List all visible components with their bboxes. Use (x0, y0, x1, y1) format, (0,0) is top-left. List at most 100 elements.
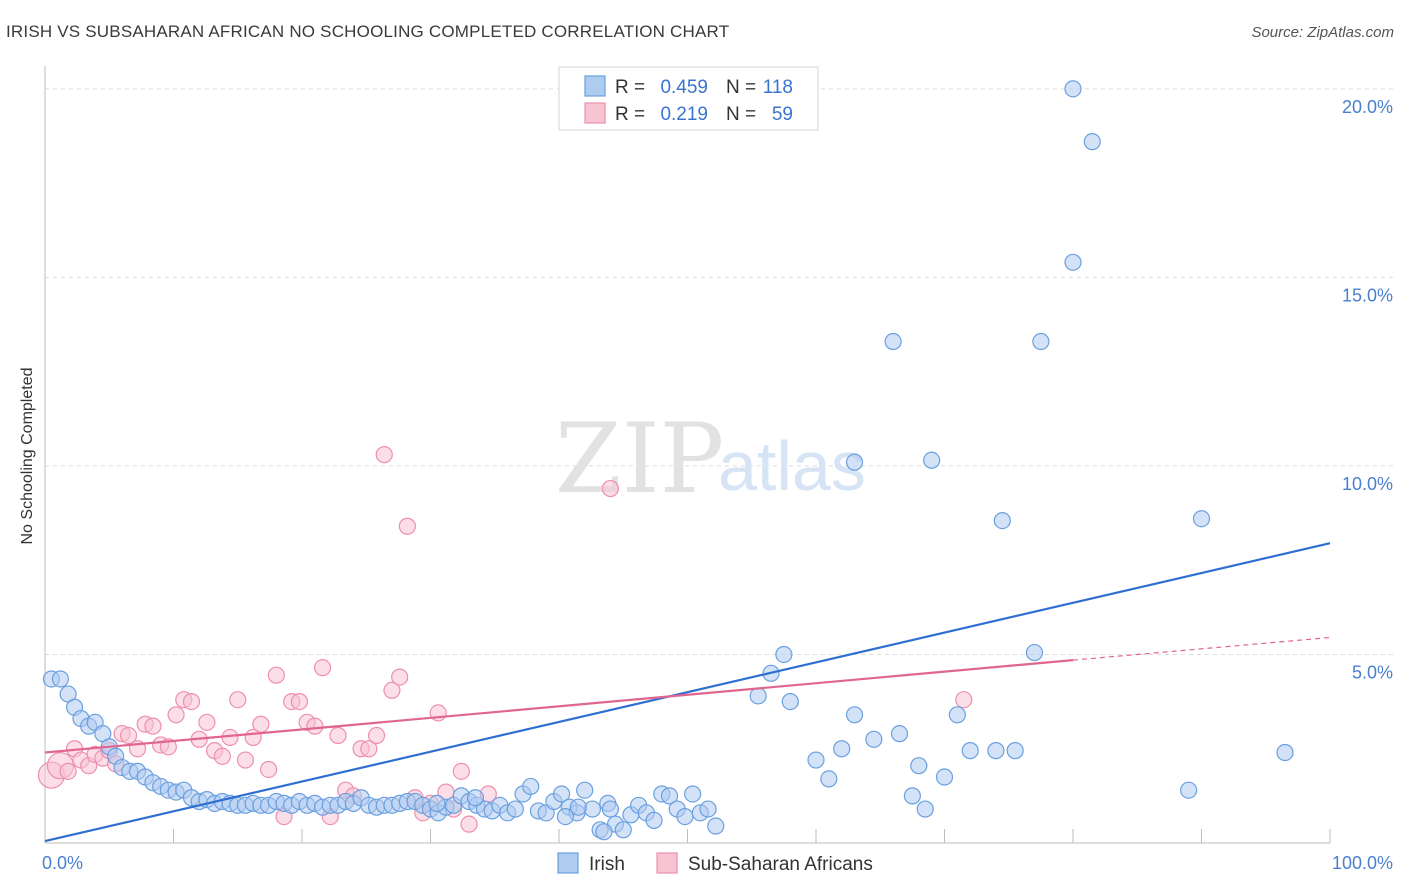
data-point-irish (910, 757, 928, 775)
data-point-irish (845, 706, 864, 724)
legend-n-value: 59 (772, 104, 793, 125)
data-point-irish (890, 725, 909, 743)
data-point-irish (699, 800, 717, 818)
data-point-subsaharan (313, 659, 332, 677)
legend-swatch (584, 102, 606, 124)
data-point-irish (1032, 332, 1050, 351)
data-point-irish (428, 794, 446, 813)
bottom-legend-label: Irish (589, 854, 625, 875)
x-tick-label: 100.0% (1332, 853, 1393, 873)
data-point-irish (466, 789, 485, 807)
data-point-subsaharan (119, 726, 138, 745)
data-point-subsaharan (360, 740, 378, 758)
watermark-atlas: atlas (718, 427, 866, 505)
data-point-irish (935, 768, 954, 786)
data-point-subsaharan (367, 726, 386, 745)
legend-n-label: N = (726, 104, 756, 125)
y-tick-label: 20.0% (1342, 97, 1393, 117)
data-point-subsaharan (198, 713, 216, 731)
y-tick-label: 15.0% (1342, 285, 1393, 305)
legend-r-value: 0.459 (660, 77, 708, 98)
data-point-irish (614, 821, 632, 839)
y-tick-label: 10.0% (1342, 474, 1393, 494)
data-point-irish (684, 785, 702, 803)
data-point-irish (923, 451, 941, 469)
data-point-subsaharan (452, 762, 470, 780)
data-point-irish (51, 670, 70, 688)
data-point-irish (1276, 743, 1294, 762)
data-point-irish (1006, 742, 1024, 760)
data-point-irish (583, 800, 602, 818)
trendline-irish (44, 542, 1331, 843)
data-point-irish (916, 800, 934, 818)
data-point-irish (645, 811, 663, 829)
data-point-irish (576, 781, 594, 799)
data-point-subsaharan (144, 717, 162, 735)
data-point-irish (749, 687, 767, 705)
data-point-irish (522, 777, 540, 796)
y-tick-label: 5.0% (1352, 662, 1393, 682)
x-tick-label: 0.0% (42, 853, 83, 873)
data-point-subsaharan (460, 815, 478, 833)
data-point-irish (781, 692, 799, 711)
data-point-irish (1083, 133, 1101, 151)
data-point-irish (552, 785, 571, 803)
data-point-irish (1025, 643, 1044, 662)
data-point-subsaharan (383, 681, 401, 699)
data-point-irish (660, 787, 679, 805)
data-point-subsaharan (252, 715, 270, 733)
data-point-subsaharan (236, 751, 255, 769)
data-point-subsaharan (290, 692, 309, 711)
data-point-irish (569, 798, 587, 816)
bottom-legend-swatch (557, 852, 579, 874)
data-point-subsaharan (329, 726, 347, 745)
trendline-subsaharan (44, 659, 1074, 754)
data-point-subsaharan (259, 760, 278, 779)
data-point-irish (1064, 80, 1082, 98)
data-point-subsaharan (306, 717, 324, 735)
legend-r-label: R = (615, 77, 645, 98)
data-point-subsaharan (955, 691, 973, 709)
data-point-subsaharan (229, 691, 247, 709)
data-point-irish (506, 800, 524, 818)
data-point-subsaharan (267, 666, 285, 684)
trendline-subsaharan-extension (1072, 636, 1331, 661)
data-point-irish (556, 808, 575, 826)
legend-r-label: R = (615, 104, 645, 125)
bottom-legend-swatch (656, 852, 678, 874)
source-credit: Source: ZipAtlas.com (1251, 24, 1394, 41)
data-point-irish (948, 706, 966, 724)
data-point-irish (820, 770, 838, 788)
data-point-irish (993, 512, 1011, 530)
data-point-irish (865, 730, 883, 748)
data-point-irish (903, 787, 921, 805)
data-point-subsaharan (182, 692, 201, 711)
data-point-irish (807, 751, 825, 769)
data-point-irish (676, 808, 694, 826)
data-point-subsaharan (59, 762, 77, 780)
data-point-subsaharan (167, 706, 185, 724)
data-point-irish (845, 453, 864, 471)
data-point-subsaharan (391, 668, 409, 686)
data-point-irish (775, 645, 793, 664)
legend-swatch (584, 75, 606, 97)
data-point-subsaharan (213, 747, 231, 765)
data-point-irish (987, 742, 1005, 760)
data-point-irish (884, 332, 902, 351)
bottom-legend-label: Sub-Saharan Africans (688, 854, 873, 875)
legend-r-value: 0.219 (660, 104, 708, 125)
legend-n-label: N = (726, 77, 756, 98)
legend-n-value: 118 (763, 77, 793, 98)
data-point-irish (961, 742, 979, 760)
data-point-irish (833, 740, 851, 758)
data-point-irish (1180, 781, 1198, 799)
chart-title: IRISH VS SUBSAHARAN AFRICAN NO SCHOOLING… (6, 22, 730, 41)
data-point-irish (707, 817, 725, 835)
data-point-subsaharan (398, 517, 416, 535)
data-point-subsaharan (375, 446, 393, 464)
data-point-irish (595, 823, 613, 841)
watermark-zip: ZIP (555, 403, 724, 515)
data-point-subsaharan (601, 479, 620, 498)
data-point-irish (601, 800, 620, 818)
